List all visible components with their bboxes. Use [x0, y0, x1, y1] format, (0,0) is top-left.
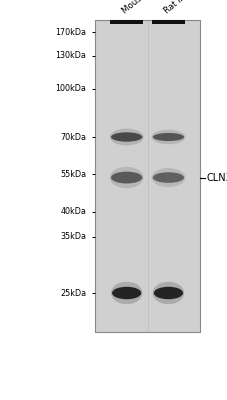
- Text: 55kDa: 55kDa: [60, 170, 86, 179]
- Text: 25kDa: 25kDa: [60, 288, 86, 298]
- Ellipse shape: [153, 133, 184, 141]
- Ellipse shape: [151, 168, 185, 187]
- Text: 70kDa: 70kDa: [60, 132, 86, 142]
- Ellipse shape: [110, 167, 144, 188]
- Ellipse shape: [153, 282, 184, 304]
- Ellipse shape: [151, 130, 185, 144]
- Ellipse shape: [110, 128, 144, 146]
- Text: Mouse liver: Mouse liver: [121, 0, 165, 16]
- Ellipse shape: [111, 282, 143, 304]
- Bar: [152, 20, 185, 24]
- Bar: [110, 20, 143, 24]
- Text: 100kDa: 100kDa: [55, 84, 86, 93]
- Text: 40kDa: 40kDa: [60, 207, 86, 216]
- Text: Rat liver: Rat liver: [163, 0, 196, 16]
- Text: 170kDa: 170kDa: [55, 28, 86, 37]
- Text: 130kDa: 130kDa: [55, 51, 86, 60]
- Ellipse shape: [111, 172, 142, 184]
- Text: 35kDa: 35kDa: [60, 232, 86, 241]
- Bar: [95, 20, 200, 332]
- Text: CLN3: CLN3: [207, 172, 227, 182]
- Ellipse shape: [153, 172, 184, 183]
- Ellipse shape: [111, 132, 142, 142]
- Ellipse shape: [112, 287, 141, 299]
- Ellipse shape: [154, 287, 183, 299]
